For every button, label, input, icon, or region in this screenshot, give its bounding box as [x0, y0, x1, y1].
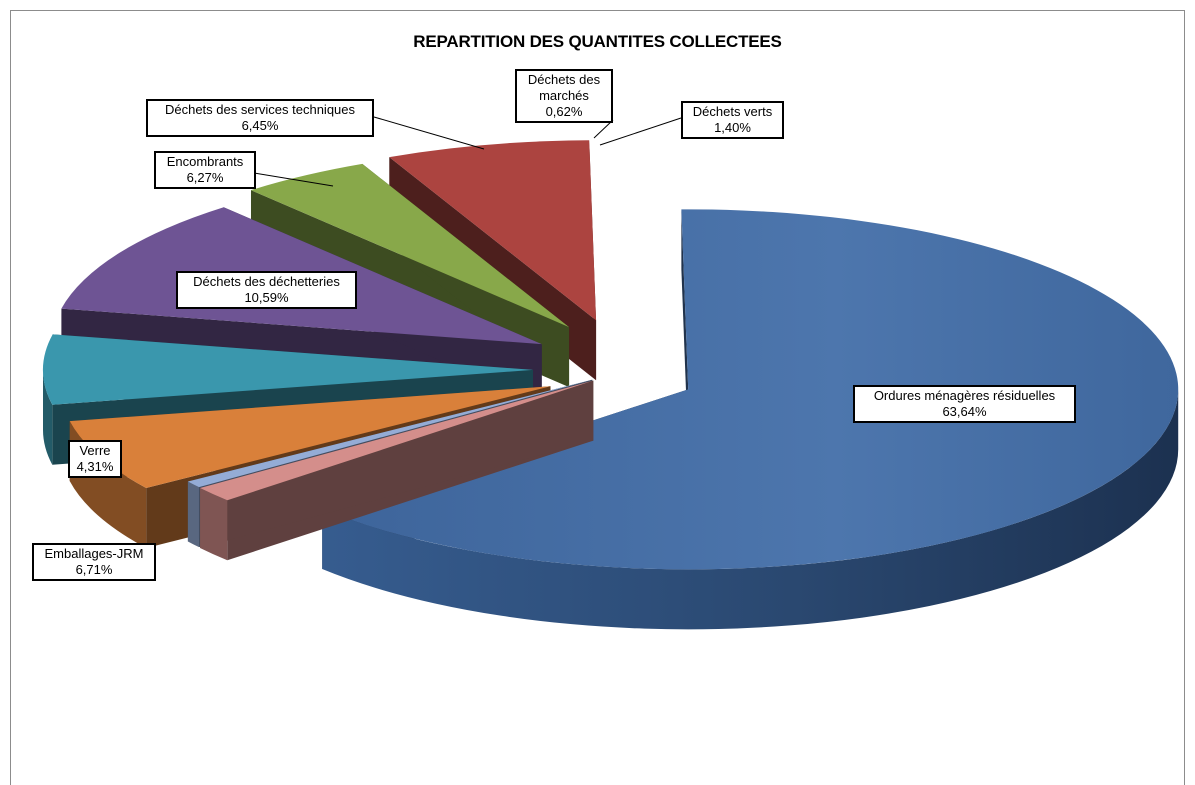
slice-wall: [681, 209, 689, 450]
slice-top: [187, 379, 593, 488]
slice-top: [322, 209, 1179, 570]
label-emballages: Emballages-JRM 6,71%: [32, 543, 156, 581]
label-verre: Verre 4,31%: [68, 440, 122, 478]
label-dechets-verts: Déchets verts 1,40%: [681, 101, 784, 139]
slice-side: [200, 488, 228, 561]
slice-side: [322, 389, 1179, 630]
chart-title: REPARTITION DES QUANTITES COLLECTEES: [413, 32, 782, 51]
slice-top: [200, 380, 594, 501]
label-decheteries: Déchets des déchetteries 10,59%: [176, 271, 357, 309]
slice-top: [389, 140, 597, 321]
slice-top: [43, 334, 534, 405]
slice-side: [187, 481, 199, 548]
slice-wall: [200, 380, 594, 549]
pie-slice-1: [200, 380, 594, 561]
label-ordures: Ordures ménagères résiduelles 63,64%: [853, 385, 1076, 423]
slice-top: [69, 386, 551, 488]
pie-slice-0: [322, 209, 1179, 630]
leader-line-0: [373, 116, 485, 150]
slice-top: [250, 163, 570, 328]
label-encombrants: Encombrants 6,27%: [154, 151, 256, 189]
label-dechets-marches: Déchets des marchés 0,62%: [515, 69, 613, 123]
label-services-techniques: Déchets des services techniques 6,45%: [146, 99, 374, 137]
slice-side: [43, 369, 53, 465]
leader-line-1: [253, 172, 334, 187]
leader-line-2: [593, 119, 614, 139]
leader-line-3: [599, 117, 682, 146]
